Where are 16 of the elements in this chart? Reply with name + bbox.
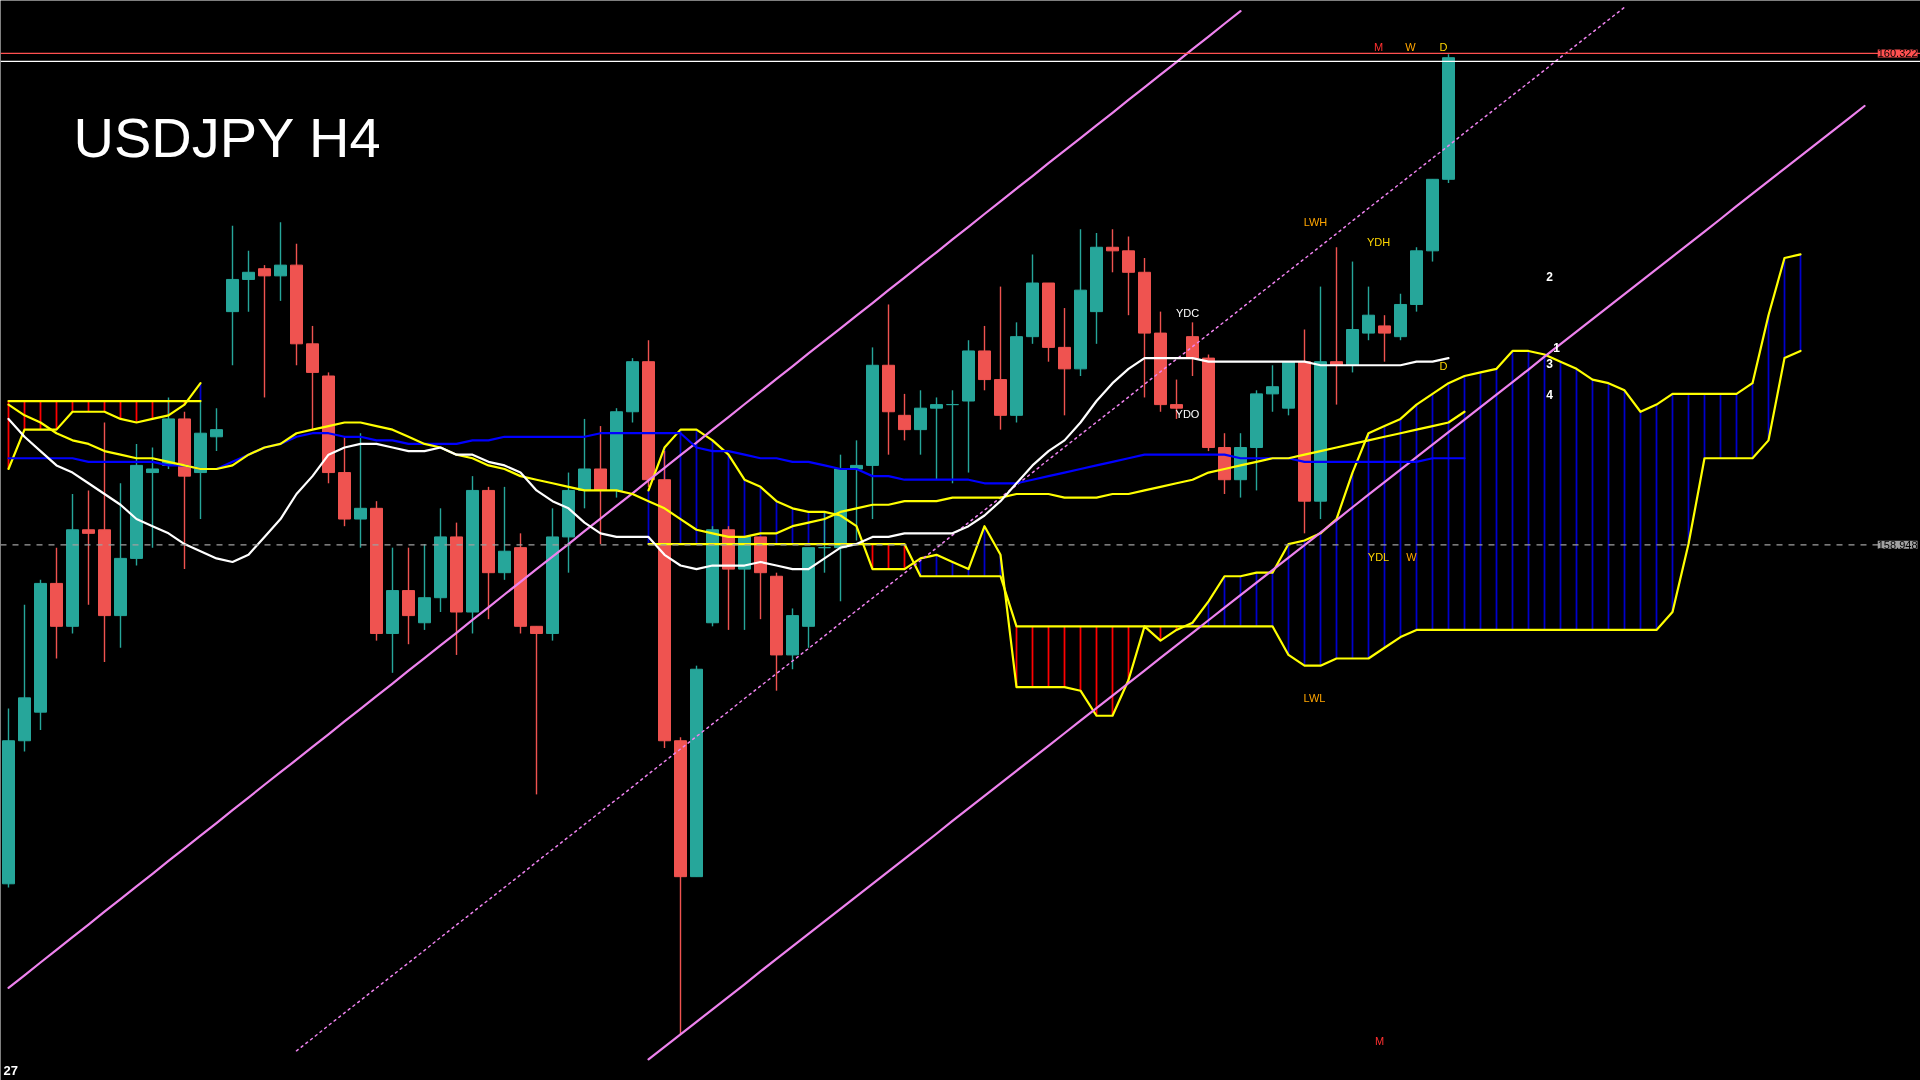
text: USDJPY H4 xyxy=(73,106,381,169)
annotation: 2 xyxy=(1546,270,1554,284)
annotation: 4 xyxy=(1546,388,1554,402)
annotation: 27 xyxy=(3,1063,18,1078)
annotation: M xyxy=(1374,1034,1385,1047)
ref-line-label: 158.948 xyxy=(1877,538,1918,551)
annotation: D xyxy=(1439,359,1448,372)
ref-line-label: 160.322 xyxy=(1877,47,1918,60)
annotation: YDC xyxy=(1175,306,1200,319)
annotation: 3 xyxy=(1546,357,1554,371)
annotation: YDH xyxy=(1366,235,1391,248)
annotation: M xyxy=(1373,40,1384,53)
annotation: D xyxy=(1439,40,1448,53)
annotation: LWH xyxy=(1303,215,1328,228)
annotation: LWL xyxy=(1303,691,1326,704)
annotation: W xyxy=(1405,40,1417,53)
